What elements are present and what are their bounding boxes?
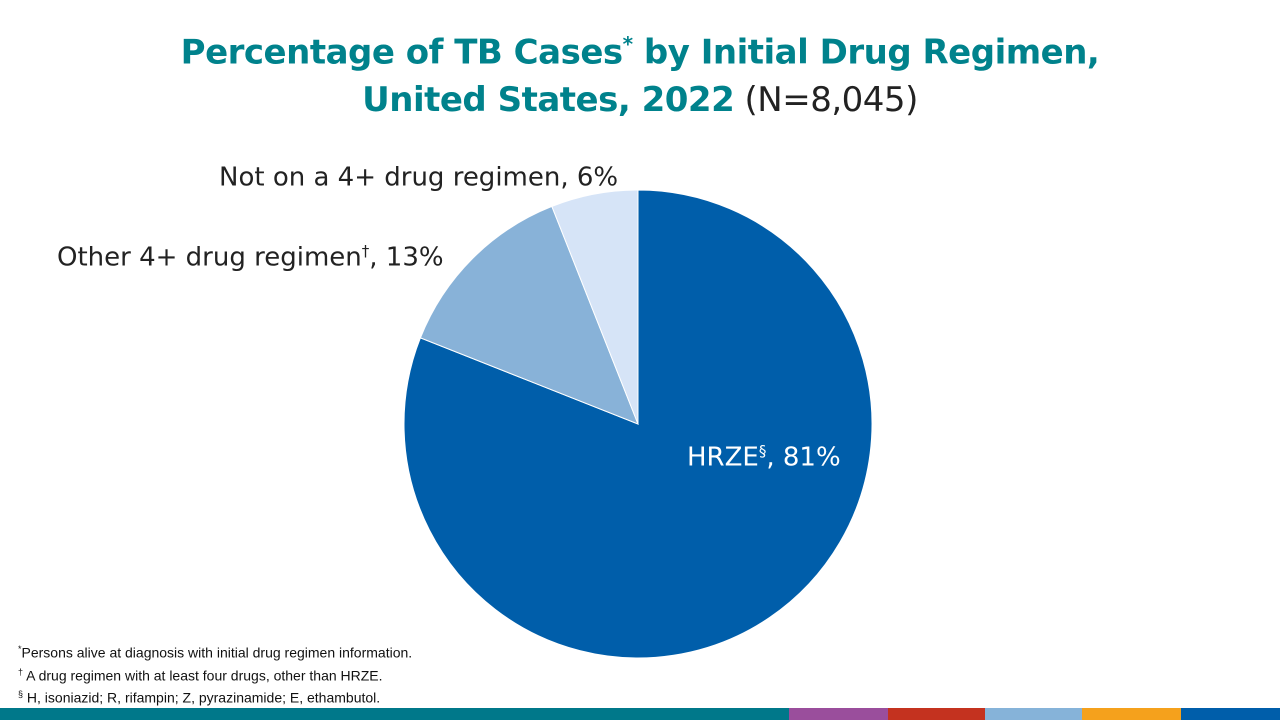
footnotes: *Persons alive at diagnosis with initial… <box>18 640 412 708</box>
footer-bar-segment <box>1181 708 1280 720</box>
footnote: § H, isoniazid; R, rifampin; Z, pyrazina… <box>18 689 381 706</box>
pie-slice-hrze <box>403 189 873 659</box>
footer-bar-segment <box>0 708 789 720</box>
footnote: † A drug regimen with at least four drug… <box>18 666 383 684</box>
title-sample-size: (N=8,045) <box>734 80 919 121</box>
footer-bar-segment <box>985 708 1082 720</box>
chart-title: Percentage of TB Cases* by Initial Drug … <box>0 20 1280 124</box>
title-text: Percentage of TB Cases <box>180 32 623 73</box>
label-other-4plus: Other 4+ drug regimen†, 13% <box>57 242 444 273</box>
footer-bar-segment <box>1082 708 1181 720</box>
title-footnote-mark: * <box>622 32 633 56</box>
pie-slice-other-4-drug-regimen <box>419 205 639 425</box>
footnote: *Persons alive at diagnosis with initial… <box>18 644 413 661</box>
label-hrze: HRZE§, 81% <box>687 442 841 473</box>
pie-slice-not-on-a-4-drug-regimen <box>551 189 639 425</box>
footer-bar-segment <box>789 708 888 720</box>
label-not-4plus: Not on a 4+ drug regimen, 6% <box>219 162 619 193</box>
title-text-cont: by Initial Drug Regimen, <box>632 32 1100 73</box>
title-line2: United States, 2022 <box>362 80 735 121</box>
footer-bar-segment <box>888 708 985 720</box>
